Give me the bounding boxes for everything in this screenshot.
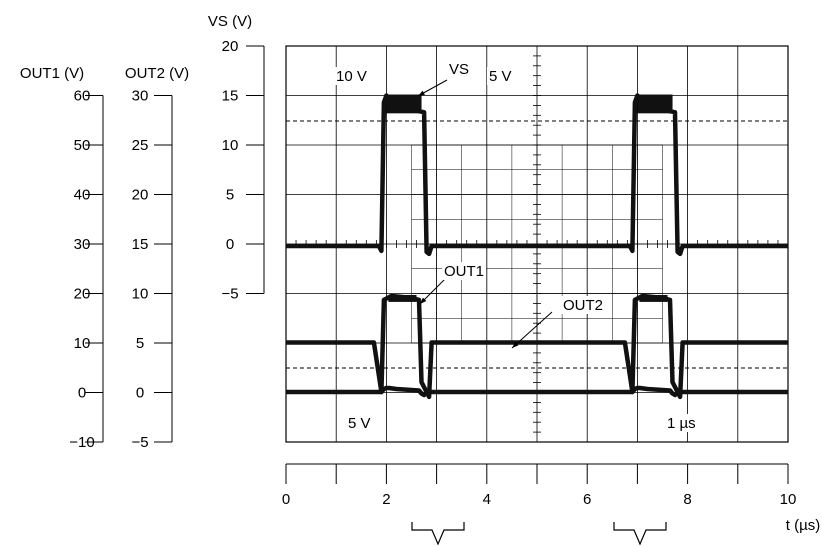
series-label-bg <box>442 262 486 280</box>
time-scale-label: 1 µs <box>667 415 696 432</box>
interval-brace <box>613 522 667 546</box>
y-tick-label: 10 <box>74 335 91 352</box>
y-tick-label: −5 <box>131 434 148 451</box>
x-tick-label: 10 <box>780 491 797 508</box>
y-tick-label: 10 <box>132 286 149 303</box>
y-tick-label: −10 <box>69 434 94 451</box>
x-tick-label: 8 <box>683 491 691 508</box>
time-scale-label-bg <box>665 414 705 432</box>
y-axis-title: VS (V) <box>208 13 252 30</box>
series-label-vs-arrowhead <box>418 90 425 96</box>
y-tick-label: 20 <box>132 187 149 204</box>
y-tick-label: 40 <box>74 187 91 204</box>
y-tick-label: 5 <box>226 187 234 204</box>
vs-pulse-top-ringing <box>386 94 422 114</box>
series-label-out2-leader <box>511 311 553 349</box>
y-tick-label: 5 <box>136 335 144 352</box>
x-tick-label: 2 <box>382 491 390 508</box>
x-tick-label: 4 <box>483 491 491 508</box>
vs-pulse-top-ringing <box>637 94 673 114</box>
trace-group <box>286 93 788 400</box>
y-tick-label: 30 <box>74 236 91 253</box>
series-label-out1: OUT1 <box>444 263 484 280</box>
y-tick-label: 15 <box>222 88 239 105</box>
out1-scale-label-bg <box>346 414 377 432</box>
y-tick-label: 50 <box>74 137 91 154</box>
out1-scale-label: 5 V <box>348 415 371 432</box>
out2-scale-label: 5 V <box>489 68 512 85</box>
trace-out1 <box>286 385 788 398</box>
out2-pulse-top-ringing <box>639 294 668 302</box>
x-tick-label: 0 <box>282 491 290 508</box>
y-tick-label: 0 <box>226 236 234 253</box>
y-tick-label: 0 <box>78 385 86 402</box>
vs-scale-label: 10 V <box>336 68 367 85</box>
y-tick-label: 60 <box>74 88 91 105</box>
interval-brace <box>411 522 465 546</box>
vs-scale-label-bg <box>334 67 374 85</box>
out2-scale-label-bg <box>487 67 518 85</box>
annotation-labels: VS OUT1 OUT2 10 V 5 V 5 V 1 µs <box>334 60 705 432</box>
out2-pulse-top-ringing <box>388 294 417 302</box>
series-label-out2-arrowhead <box>512 341 519 348</box>
series-label-bg <box>447 60 471 78</box>
series-label-out2: OUT2 <box>563 297 603 314</box>
y-tick-label: −5 <box>221 286 238 303</box>
y-tick-label: 15 <box>132 236 149 253</box>
series-label-bg <box>561 296 605 314</box>
x-tick-label: 6 <box>583 491 591 508</box>
series-label-out1-arrowhead <box>420 297 427 304</box>
series-label-vs: VS <box>449 61 469 78</box>
x-axis-title: t (µs) <box>786 517 820 534</box>
y-tick-label: 25 <box>132 137 149 154</box>
y-tick-label: 0 <box>136 385 144 402</box>
y-axis-title: OUT2 (V) <box>125 65 189 82</box>
y-tick-label: 30 <box>132 88 149 105</box>
y-tick-label: 20 <box>222 38 239 55</box>
y-axis-title: OUT1 (V) <box>20 65 84 82</box>
y-tick-label: 20 <box>74 286 91 303</box>
y-tick-label: 10 <box>222 137 239 154</box>
